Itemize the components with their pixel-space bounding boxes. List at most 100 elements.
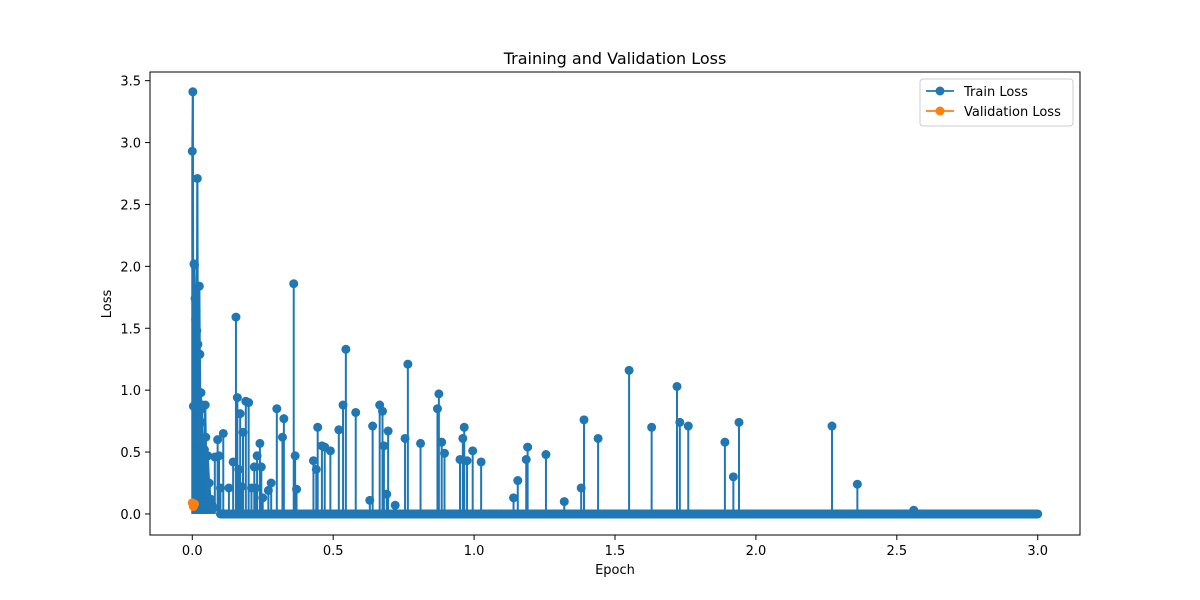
train-loss-point bbox=[258, 493, 268, 503]
train-loss-point bbox=[192, 173, 202, 183]
train-loss-point bbox=[624, 365, 634, 375]
train-loss-point bbox=[476, 457, 486, 467]
legend-validation-marker bbox=[935, 106, 945, 116]
x-tick-label: 2.5 bbox=[886, 544, 907, 559]
train-loss-point bbox=[191, 315, 201, 325]
train-loss-point bbox=[238, 427, 248, 437]
train-loss-point bbox=[455, 454, 465, 464]
train-loss-point bbox=[338, 400, 348, 410]
train-loss-point bbox=[199, 498, 209, 508]
train-loss-point bbox=[234, 464, 244, 474]
y-tick-label: 0.5 bbox=[120, 446, 141, 461]
train-loss-point bbox=[416, 438, 426, 448]
train-loss-point bbox=[509, 493, 519, 503]
train-loss-point bbox=[728, 472, 738, 482]
train-loss-point bbox=[827, 421, 837, 431]
train-loss-point bbox=[513, 476, 523, 486]
train-loss-point bbox=[204, 478, 214, 488]
train-loss-point bbox=[382, 489, 392, 499]
train-loss-point bbox=[734, 417, 744, 427]
train-loss-point bbox=[188, 401, 198, 411]
train-loss-point bbox=[198, 472, 208, 482]
y-tick-label: 1.5 bbox=[120, 322, 141, 337]
train-loss-point bbox=[272, 404, 282, 414]
train-loss-point bbox=[458, 433, 468, 443]
validation-loss-point bbox=[190, 499, 200, 509]
train-loss-point bbox=[308, 456, 318, 466]
train-loss-point bbox=[675, 417, 685, 427]
plot-area bbox=[187, 87, 1043, 519]
train-loss-point bbox=[311, 464, 321, 474]
train-loss-point bbox=[852, 479, 862, 489]
train-loss-point bbox=[521, 454, 531, 464]
y-tick-label: 1.0 bbox=[120, 384, 141, 399]
train-loss-point bbox=[214, 451, 224, 461]
train-loss-point bbox=[279, 414, 289, 424]
train-loss-point bbox=[378, 406, 387, 416]
train-loss-point bbox=[263, 485, 273, 495]
train-loss-point bbox=[459, 422, 469, 432]
train-loss-point bbox=[390, 500, 400, 510]
train-loss-point bbox=[203, 451, 213, 461]
x-tick-label: 0.5 bbox=[323, 544, 344, 559]
train-loss-point bbox=[249, 462, 259, 472]
legend-box bbox=[919, 78, 1074, 127]
train-loss-point bbox=[190, 294, 200, 304]
train-loss-point bbox=[277, 432, 287, 442]
train-loss-point bbox=[193, 436, 203, 446]
train-loss-point bbox=[400, 433, 410, 443]
train-loss-point bbox=[313, 422, 323, 432]
x-axis-title: Epoch bbox=[595, 563, 635, 578]
train-loss-point bbox=[251, 483, 261, 493]
train-loss-point bbox=[228, 457, 238, 467]
x-tick-label: 2.0 bbox=[746, 544, 767, 559]
train-loss-point bbox=[559, 497, 569, 507]
train-loss-point bbox=[434, 389, 444, 399]
train-loss-point bbox=[200, 400, 210, 410]
train-loss-point bbox=[201, 432, 211, 442]
train-loss-point bbox=[218, 428, 228, 438]
train-loss-point bbox=[244, 398, 254, 408]
y-axis: 0.0 0.5 1.0 1.5 2.0 2.5 3.0 3.5 bbox=[120, 75, 150, 523]
train-loss-point bbox=[188, 87, 198, 97]
train-loss-point bbox=[403, 359, 413, 369]
validation-loss-markers bbox=[187, 498, 200, 512]
train-loss-point bbox=[235, 409, 245, 419]
legend-train-label: Train Loss bbox=[963, 85, 1028, 100]
x-tick-label: 3.0 bbox=[1027, 544, 1048, 559]
train-loss-point bbox=[195, 349, 205, 359]
train-loss-point bbox=[440, 448, 449, 458]
train-loss-point bbox=[437, 437, 447, 447]
train-loss-point bbox=[292, 484, 302, 494]
y-tick-label: 3.0 bbox=[120, 137, 141, 152]
train-loss-point bbox=[289, 279, 299, 289]
chart-title: Training and Validation Loss bbox=[503, 49, 727, 68]
train-loss-point bbox=[215, 483, 225, 493]
train-loss-point bbox=[224, 483, 234, 493]
train-loss-point bbox=[208, 503, 218, 513]
train-loss-point bbox=[468, 446, 478, 456]
train-loss-point bbox=[187, 146, 197, 156]
train-loss-point bbox=[256, 462, 266, 472]
train-loss-point bbox=[576, 483, 586, 493]
y-axis-title: Loss bbox=[100, 290, 115, 319]
train-loss-point bbox=[579, 415, 589, 425]
train-loss-point bbox=[334, 425, 344, 435]
legend-train-marker bbox=[935, 86, 945, 96]
y-tick-label: 2.0 bbox=[120, 260, 141, 275]
train-loss-point bbox=[683, 421, 693, 431]
train-loss-point bbox=[379, 441, 389, 451]
train-loss-point bbox=[196, 388, 206, 398]
train-loss-point bbox=[351, 407, 361, 417]
train-loss-point bbox=[368, 421, 378, 431]
train-loss-markers bbox=[187, 87, 919, 515]
train-loss-point bbox=[365, 495, 375, 505]
train-loss-point bbox=[523, 442, 533, 452]
train-loss-point bbox=[325, 446, 335, 456]
y-tick-label: 0.0 bbox=[120, 508, 141, 523]
train-loss-point bbox=[237, 482, 247, 492]
train-loss-point bbox=[190, 260, 200, 270]
train-loss-point bbox=[720, 437, 730, 447]
train-loss-point bbox=[192, 326, 202, 336]
y-tick-label: 2.5 bbox=[120, 198, 141, 213]
